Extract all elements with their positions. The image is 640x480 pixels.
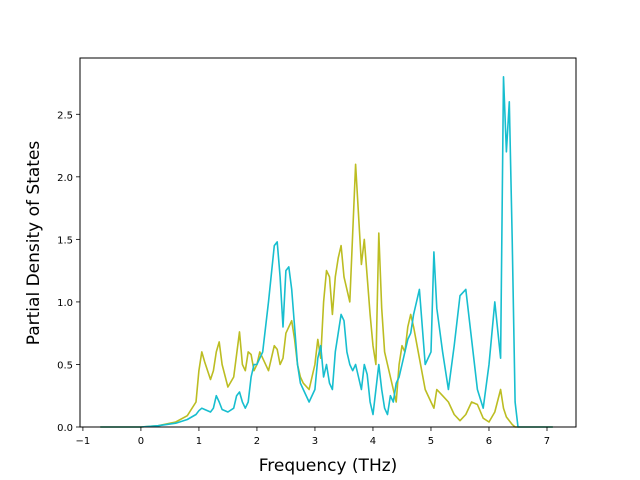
series-line-0 [100,163,553,428]
y-axis-label: Partial Density of States [24,141,44,346]
y-tick-label: 1.0 [57,298,73,309]
y-axis-ticks: 0.0 0.5 1.0 1.5 2.0 2.5 [57,110,80,434]
x-tick-label: 3 [312,436,318,447]
x-tick-label: −1 [76,436,91,447]
x-tick-label: 4 [370,436,376,447]
x-axis-ticks: −1 0 1 2 3 4 5 6 7 [76,427,550,447]
y-tick-label: 1.5 [57,235,73,246]
plot-area [80,58,576,428]
y-tick-label: 2.0 [57,173,73,184]
series-layer [100,76,553,428]
x-tick-label: 5 [428,436,434,447]
y-tick-label: 0.5 [57,360,73,371]
axes-frame [79,57,577,428]
plot-background [80,58,576,427]
x-tick-label: 6 [486,436,492,447]
x-tick-label: 7 [544,436,550,447]
y-tick-label: 0.0 [57,423,73,434]
series-line-1 [100,76,553,428]
y-tick-label: 2.5 [57,110,73,121]
x-tick-label: 0 [138,436,144,447]
x-tick-label: 1 [196,436,202,447]
x-axis-label: Frequency (THz) [259,456,398,476]
x-tick-label: 2 [254,436,260,447]
